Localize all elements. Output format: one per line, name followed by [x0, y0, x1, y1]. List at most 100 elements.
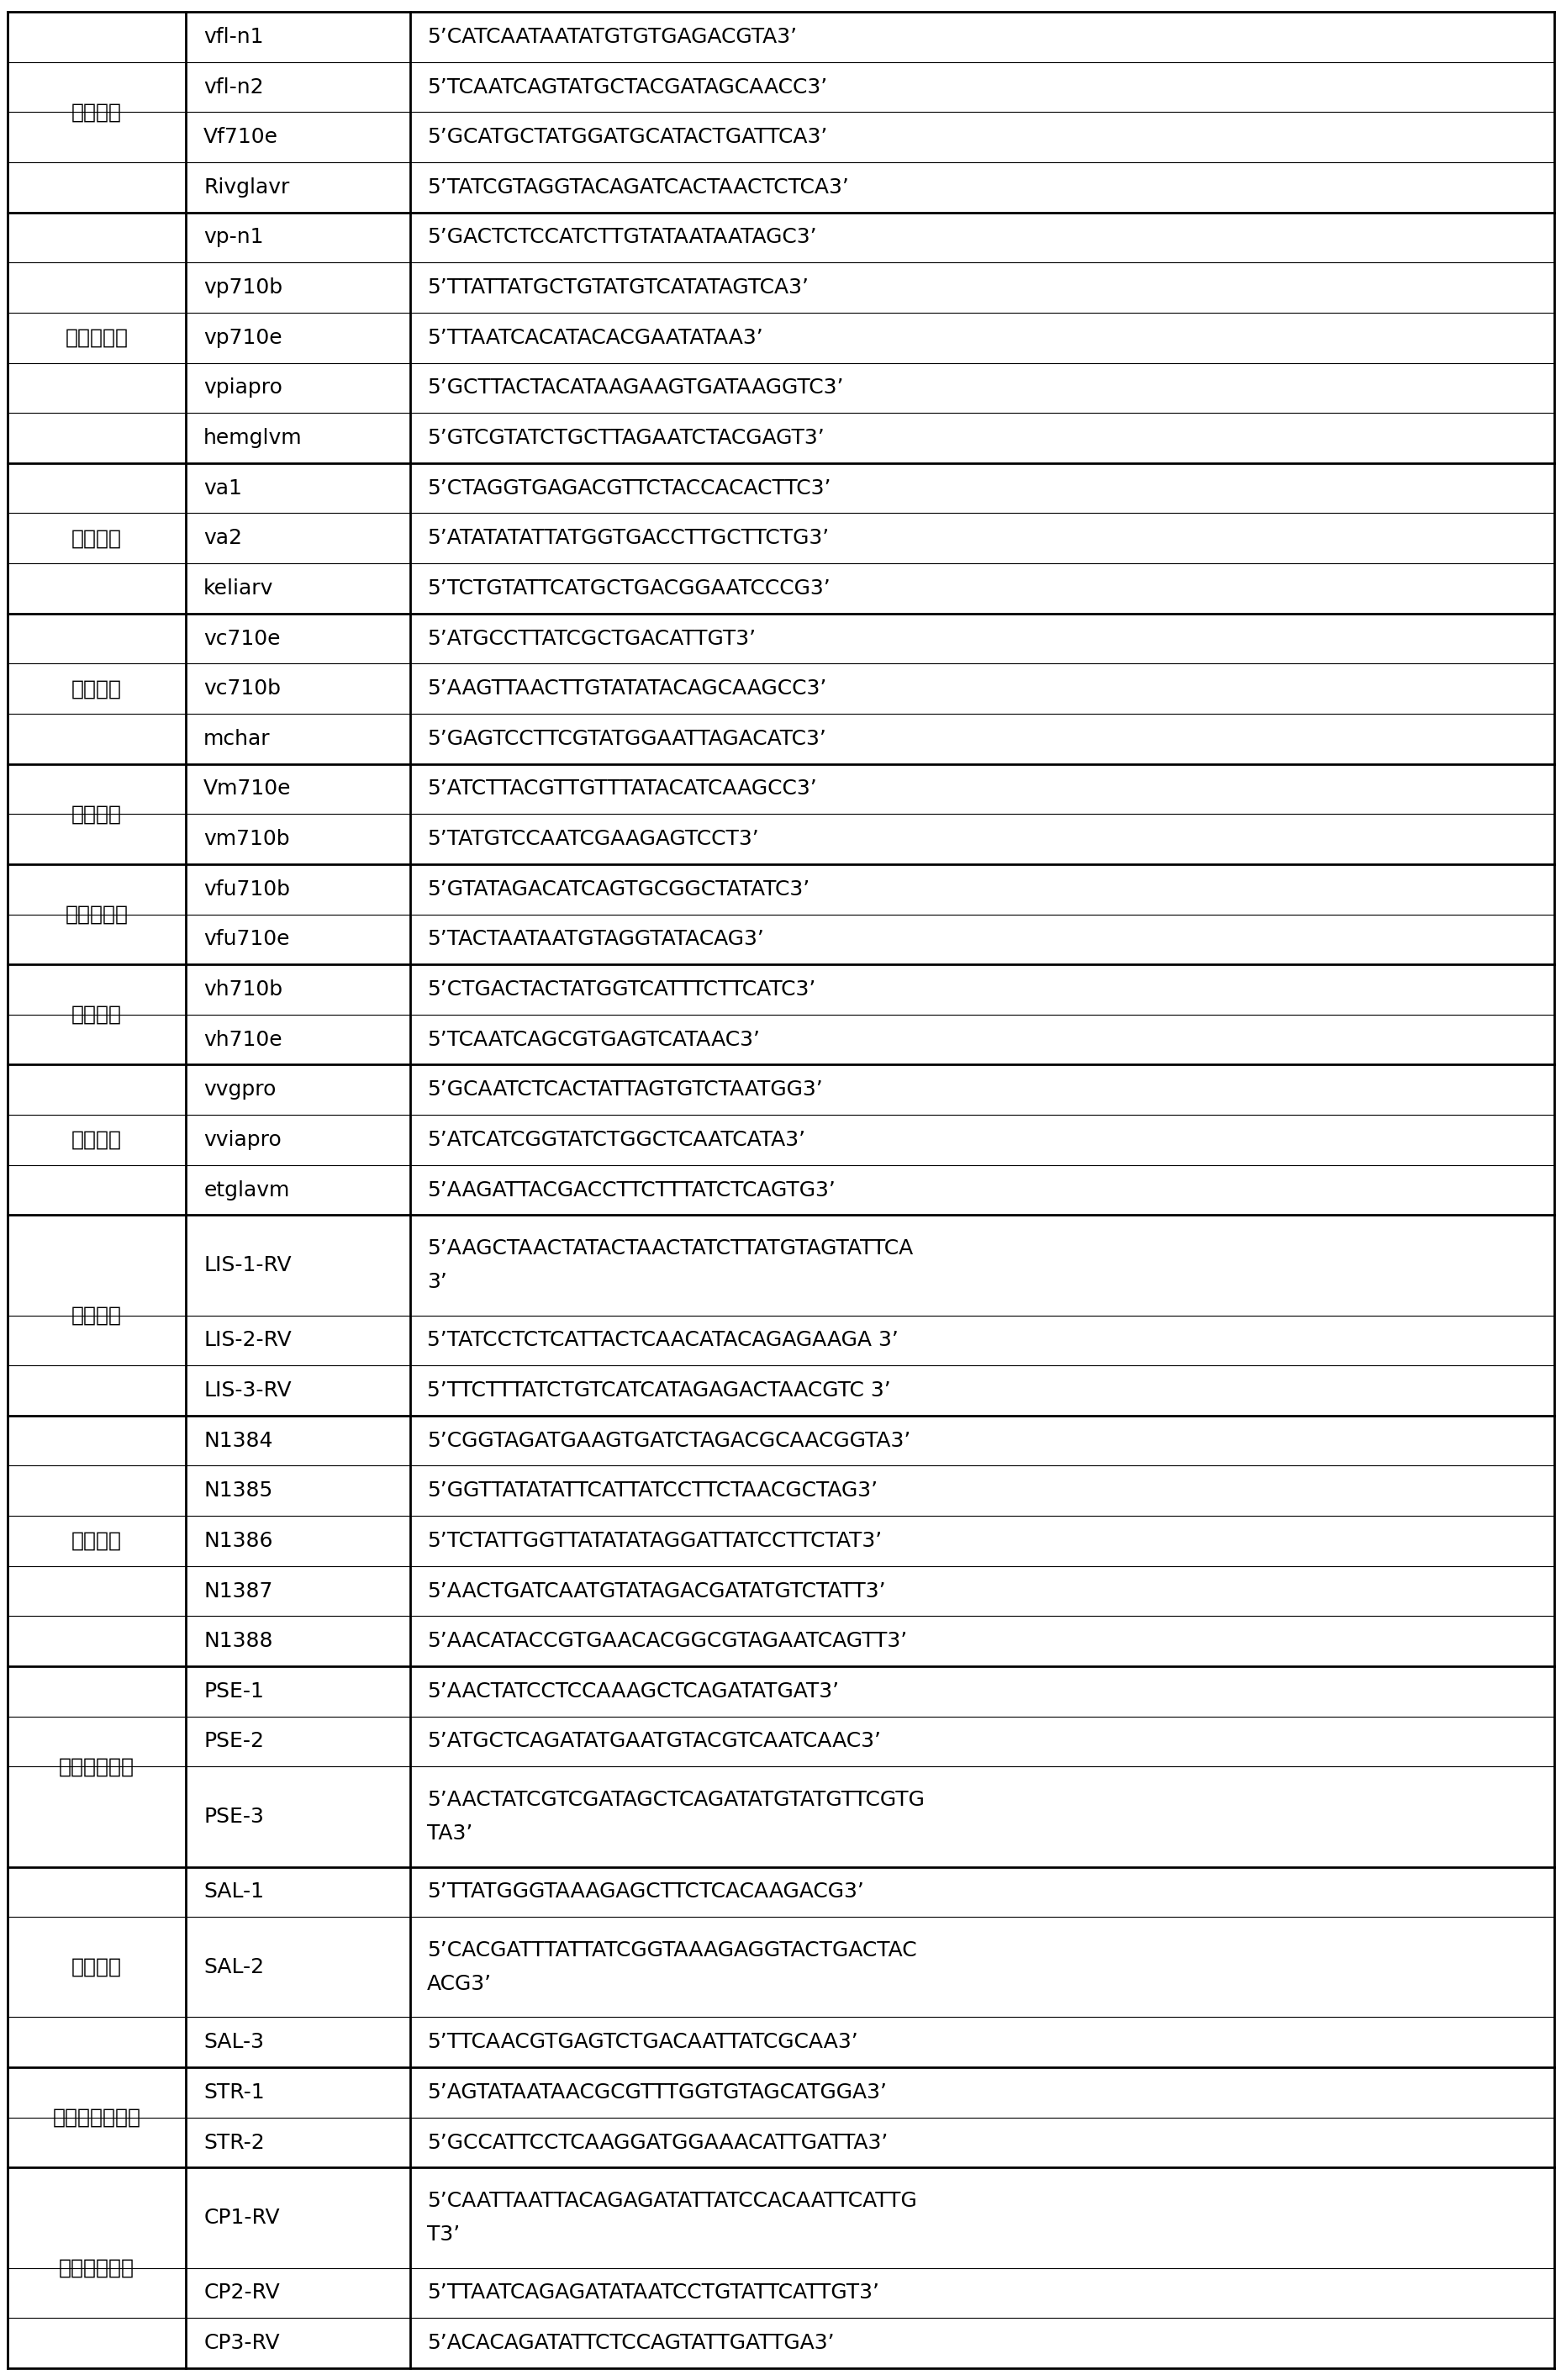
Text: 5’CTGACTACTATGGTCATTTCTTCATC3’: 5’CTGACTACTATGGTCATTTCTTCATC3’	[426, 981, 815, 1000]
Text: STR-1: STR-1	[203, 2082, 264, 2102]
Text: N1388: N1388	[203, 1630, 273, 1652]
Text: Vf710e: Vf710e	[203, 126, 278, 148]
Text: T3’: T3’	[426, 2225, 460, 2244]
Text: va1: va1	[203, 478, 242, 497]
Text: 5’AACTGATCAATGTATAGACGATATGTCTATT3’: 5’AACTGATCAATGTATAGACGATATGTCTATT3’	[426, 1580, 885, 1602]
Text: va2: va2	[203, 528, 242, 547]
Text: vfl-n1: vfl-n1	[203, 26, 264, 48]
Text: 5’TCAATCAGTATGCTACGATAGCAACC3’: 5’TCAATCAGTATGCTACGATAGCAACC3’	[426, 76, 827, 98]
Text: vfu710e: vfu710e	[203, 928, 290, 950]
Text: 5’TTAATCAGAGATATAATCCTGTATTCATTGT3’: 5’TTAATCAGAGATATAATCCTGTATTCATTGT3’	[426, 2282, 879, 2304]
Text: CP3-RV: CP3-RV	[203, 2332, 279, 2354]
Text: 粪肠球菌: 粪肠球菌	[72, 1530, 122, 1552]
Text: 5’GCTTACTACATAAGAAGTGATAAGGTC3’: 5’GCTTACTACATAAGAAGTGATAAGGTC3’	[426, 378, 843, 397]
Text: 5’ATGCCTTATCGCTGACATTGT3’: 5’ATGCCTTATCGCTGACATTGT3’	[426, 628, 756, 650]
Text: 5’AACTATCCTCCAAAGCTCAGATATGAT3’: 5’AACTATCCTCCAAAGCTCAGATATGAT3’	[426, 1680, 838, 1702]
Text: 5’GAGTCCTTCGTATGGAATTAGACATC3’: 5’GAGTCCTTCGTATGGAATTAGACATC3’	[426, 728, 826, 750]
Text: 副溶血弧菌: 副溶血弧菌	[66, 328, 128, 347]
Text: SAL-2: SAL-2	[203, 1956, 264, 1978]
Text: 5’TTAATCACATACACGAATATAA3’: 5’TTAATCACATACACGAATATAA3’	[426, 328, 763, 347]
Text: 5’TTATGGGTAAAGAGCTTCTCACAAGACG3’: 5’TTATGGGTAAAGAGCTTCTCACAAGACG3’	[426, 1883, 863, 1902]
Text: 5’TACTAATAATGTAGGTATACAG3’: 5’TACTAATAATGTAGGTATACAG3’	[426, 928, 763, 950]
Text: vviapro: vviapro	[203, 1130, 281, 1150]
Text: 5’CAATTAATTACAGAGATATTATCCACAATTCATTG: 5’CAATTAATTACAGAGATATTATCCACAATTCATTG	[426, 2190, 916, 2211]
Text: Rivglavr: Rivglavr	[203, 176, 289, 198]
Text: 5’AACATACCGTGAACACGGCGTAGAATCAGTT3’: 5’AACATACCGTGAACACGGCGTAGAATCAGTT3’	[426, 1630, 907, 1652]
Text: Vm710e: Vm710e	[203, 778, 292, 800]
Text: 5’TTCAACGTGAGTCTGACAATTATCGCAA3’: 5’TTCAACGTGAGTCTGACAATTATCGCAA3’	[426, 2033, 857, 2052]
Text: 5’TATCGTAGGTACAGATCACTAACTCTCA3’: 5’TATCGTAGGTACAGATCACTAACTCTCA3’	[426, 176, 849, 198]
Text: 5’CATCAATAATATGTGTGAGACGTA3’: 5’CATCAATAATATGTGTGAGACGTA3’	[426, 26, 796, 48]
Text: 5’ATCTTACGTTGTTTATACATCAAGCC3’: 5’ATCTTACGTTGTTTATACATCAAGCC3’	[426, 778, 816, 800]
Text: 霍乱弧菌: 霍乱弧菌	[72, 678, 122, 700]
Text: 5’TATCCTCTCATTACTCAACATACAGAGAAGA 3’: 5’TATCCTCTCATTACTCAACATACAGAGAAGA 3’	[426, 1330, 898, 1349]
Text: SAL-1: SAL-1	[203, 1883, 264, 1902]
Text: SAL-3: SAL-3	[203, 2033, 264, 2052]
Text: CP2-RV: CP2-RV	[203, 2282, 279, 2304]
Text: LIS-2-RV: LIS-2-RV	[203, 1330, 292, 1349]
Text: 拟态弧菌: 拟态弧菌	[72, 804, 122, 823]
Text: 5’CACGATTTATTATCGGTAAAGAGGTACTGACTAC: 5’CACGATTTATTATCGGTAAAGAGGTACTGACTAC	[426, 1940, 916, 1961]
Text: 5’ATATATATTATGGTGACCTTGCTTCTG3’: 5’ATATATATTATGGTGACCTTGCTTCTG3’	[426, 528, 829, 547]
Text: 弗尼斯弧菌: 弗尼斯弧菌	[66, 904, 128, 923]
Text: 溶藻弧菌: 溶藻弧菌	[72, 528, 122, 547]
Text: N1387: N1387	[203, 1580, 273, 1602]
Text: 哈维弧菌: 哈维弧菌	[72, 1004, 122, 1026]
Text: 5’AGTATAATAACGCGTTTGGTGTAGCATGGA3’: 5’AGTATAATAACGCGTTTGGTGTAGCATGGA3’	[426, 2082, 887, 2102]
Text: TA3’: TA3’	[426, 1823, 473, 1844]
Text: 李斯特菌: 李斯特菌	[72, 1304, 122, 1326]
Text: vp710e: vp710e	[203, 328, 283, 347]
Text: vfl-n2: vfl-n2	[203, 76, 264, 98]
Text: vvgpro: vvgpro	[203, 1081, 276, 1100]
Text: N1386: N1386	[203, 1530, 273, 1552]
Text: vc710e: vc710e	[203, 628, 281, 650]
Text: mchar: mchar	[203, 728, 270, 750]
Text: 5’TCTGTATTCATGCTGACGGAATCCCG3’: 5’TCTGTATTCATGCTGACGGAATCCCG3’	[426, 578, 830, 597]
Text: 5’TTATTATGCTGTATGTCATATAGTCA3’: 5’TTATTATGCTGTATGTCATATAGTCA3’	[426, 278, 809, 298]
Text: 5’GCATGCTATGGATGCATACTGATTCA3’: 5’GCATGCTATGGATGCATACTGATTCA3’	[426, 126, 827, 148]
Text: 5’GCCATTCCTCAAGGATGGAAACATTGATTA3’: 5’GCCATTCCTCAAGGATGGAAACATTGATTA3’	[426, 2132, 888, 2152]
Text: 5’TATGTCCAATCGAAGAGTCCT3’: 5’TATGTCCAATCGAAGAGTCCT3’	[426, 828, 759, 850]
Text: ACG3’: ACG3’	[426, 1973, 492, 1994]
Text: LIS-3-RV: LIS-3-RV	[203, 1380, 292, 1399]
Text: 5’ACACAGATATTCTCCAGTATTGATTGA3’: 5’ACACAGATATTCTCCAGTATTGATTGA3’	[426, 2332, 834, 2354]
Text: N1384: N1384	[203, 1430, 273, 1452]
Text: 5’CTAGGTGAGACGTTCTACCACACTTC3’: 5’CTAGGTGAGACGTTCTACCACACTTC3’	[426, 478, 830, 497]
Text: PSE-1: PSE-1	[203, 1680, 264, 1702]
Text: 5’GACTCTCCATCTTGTATAATAATAGC3’: 5’GACTCTCCATCTTGTATAATAATAGC3’	[426, 228, 816, 248]
Text: vfu710b: vfu710b	[203, 878, 290, 900]
Text: CP1-RV: CP1-RV	[203, 2209, 279, 2228]
Text: vc710b: vc710b	[203, 678, 281, 700]
Text: 5’ATGCTCAGATATGAATGTACGTCAATCAAC3’: 5’ATGCTCAGATATGAATGTACGTCAATCAAC3’	[426, 1730, 880, 1752]
Text: N1385: N1385	[203, 1480, 273, 1502]
Text: 5’AAGTTAACTTGTATATACAGCAAGCC3’: 5’AAGTTAACTTGTATATACAGCAAGCC3’	[426, 678, 826, 700]
Text: 5’TTCTTTATCTGTCATCATAGAGACTAACGTC 3’: 5’TTCTTTATCTGTCATCATAGAGACTAACGTC 3’	[426, 1380, 890, 1399]
Text: 河流弧菌: 河流弧菌	[72, 102, 122, 121]
Text: 5’AAGATTACGACCTTCTTTATCTCAGTG3’: 5’AAGATTACGACCTTCTTTATCTCAGTG3’	[426, 1180, 835, 1200]
Text: LIS-1-RV: LIS-1-RV	[203, 1254, 292, 1276]
Text: 创伤弧菌: 创伤弧菌	[72, 1130, 122, 1150]
Text: 铜绿假单胞菌: 铜绿假单胞菌	[59, 1756, 134, 1775]
Text: 5’AACTATCGTCGATAGCTCAGATATGTATGTTCGTG: 5’AACTATCGTCGATAGCTCAGATATGTATGTTCGTG	[426, 1790, 924, 1809]
Text: 5’GTATAGACATCAGTGCGGCTATATC3’: 5’GTATAGACATCAGTGCGGCTATATC3’	[426, 878, 809, 900]
Text: PSE-3: PSE-3	[203, 1806, 264, 1828]
Text: 5’TCTATTGGTTATATATAGGATTATCCTTCTAT3’: 5’TCTATTGGTTATATATAGGATTATCCTTCTAT3’	[426, 1530, 882, 1552]
Text: vh710e: vh710e	[203, 1031, 283, 1050]
Text: vp710b: vp710b	[203, 278, 283, 298]
Text: 3’: 3’	[426, 1271, 446, 1292]
Text: etglavm: etglavm	[203, 1180, 289, 1200]
Text: 5’GGTTATATATTCATTATCCTTCTAACGCTAG3’: 5’GGTTATATATTCATTATCCTTCTAACGCTAG3’	[426, 1480, 877, 1502]
Text: vpiapro: vpiapro	[203, 378, 283, 397]
Text: 5’GCAATCTCACTATTAGTGTCTAATGG3’: 5’GCAATCTCACTATTAGTGTCTAATGG3’	[426, 1081, 823, 1100]
Text: 5’GTCGTATCTGCTTAGAATCTACGAGT3’: 5’GTCGTATCTGCTTAGAATCTACGAGT3’	[426, 428, 824, 447]
Text: 金黄色葡萄球菌: 金黄色葡萄球菌	[53, 2106, 140, 2128]
Text: vp-n1: vp-n1	[203, 228, 264, 248]
Text: STR-2: STR-2	[203, 2132, 264, 2152]
Text: vh710b: vh710b	[203, 981, 283, 1000]
Text: 5’CGGTAGATGAAGTGATCTAGACGCAACGGTA3’: 5’CGGTAGATGAAGTGATCTAGACGCAACGGTA3’	[426, 1430, 910, 1452]
Text: 5’ATCATCGGTATCTGGCTCAATCATA3’: 5’ATCATCGGTATCTGGCTCAATCATA3’	[426, 1130, 805, 1150]
Text: 5’AAGCTAACTATACTAACTATCTTATGTAGTATTCA: 5’AAGCTAACTATACTAACTATCTTATGTAGTATTCA	[426, 1238, 913, 1259]
Text: hemglvm: hemglvm	[203, 428, 303, 447]
Text: keliarv: keliarv	[203, 578, 273, 597]
Text: PSE-2: PSE-2	[203, 1730, 264, 1752]
